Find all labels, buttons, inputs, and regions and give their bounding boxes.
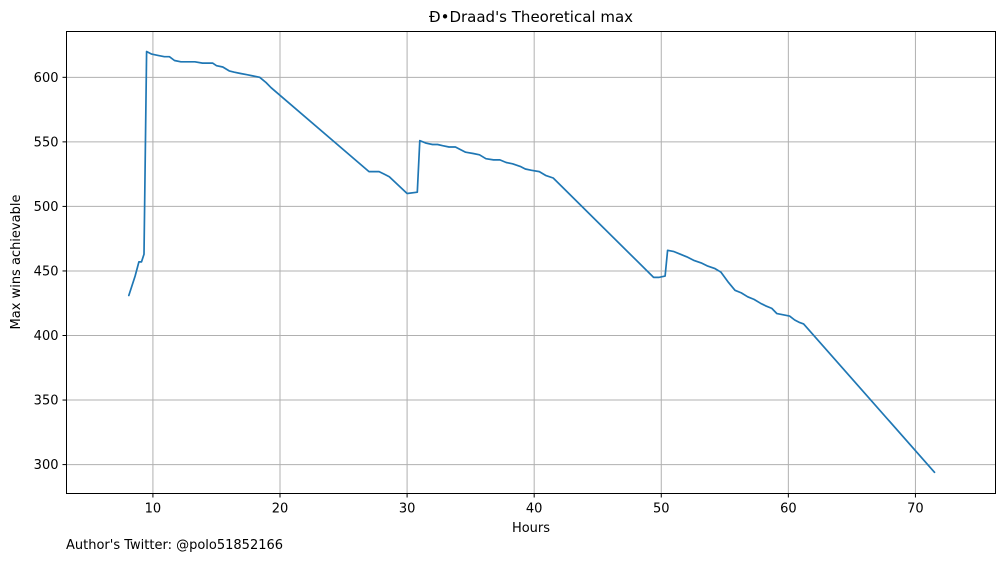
y-axis-title: Max wins achievable (9, 195, 24, 330)
y-tick-label: 550 (34, 135, 59, 150)
x-tick-label: 20 (272, 502, 289, 517)
axis-ticks: 10 20 30 40 50 60 70 300 350 400 450 500 550 600 (34, 71, 924, 517)
x-tick-label: 10 (145, 502, 162, 517)
grid-lines (66, 31, 996, 494)
y-tick-label: 500 (34, 200, 59, 215)
series-line (127, 50, 936, 474)
series-layer (127, 50, 936, 474)
x-tick-label: 40 (526, 502, 543, 517)
y-tick-label: 350 (34, 394, 59, 409)
plot-frame (66, 31, 996, 494)
x-axis-title: Hours (512, 521, 550, 536)
x-tick-label: 30 (399, 502, 416, 517)
y-tick-label: 300 (34, 458, 59, 473)
x-tick-label: 60 (780, 502, 797, 517)
y-tick-label: 450 (34, 264, 59, 279)
chart-title: Ð•Draad's Theoretical max (429, 8, 633, 26)
author-note: Author's Twitter: @polo51852166 (66, 538, 284, 553)
y-tick-label: 400 (34, 329, 59, 344)
y-tick-label: 600 (34, 71, 59, 86)
x-tick-label: 50 (653, 502, 670, 517)
x-tick-label: 70 (907, 502, 924, 517)
